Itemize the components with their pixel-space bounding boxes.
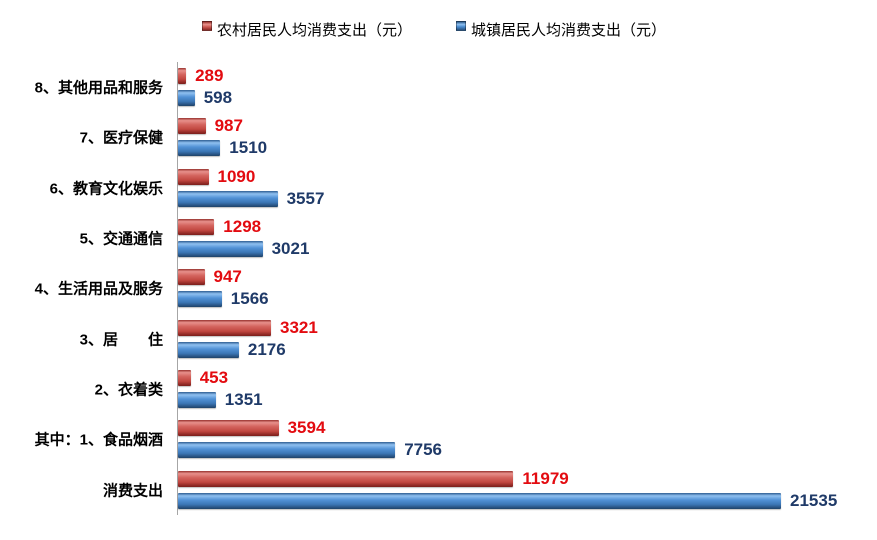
urban-bar (178, 341, 239, 358)
chart-row: 3、居 住 3321 2176 (0, 314, 877, 364)
rural-bar-line: 3594 (178, 418, 442, 438)
rural-bar (178, 118, 206, 135)
bar-group: 1090 3557 (178, 167, 324, 209)
urban-value-label: 1510 (229, 138, 268, 158)
rural-bar-line: 1090 (178, 167, 324, 187)
rural-bar-line: 987 (178, 116, 267, 136)
urban-value-label: 3557 (286, 188, 325, 208)
rural-bar (178, 68, 187, 85)
rural-value-label: 1090 (217, 166, 256, 186)
bar-group: 3321 2176 (178, 318, 318, 360)
category-axis-line (177, 62, 178, 515)
urban-bar-line: 598 (178, 88, 232, 108)
urban-value-label: 2176 (247, 339, 286, 359)
category-label: 4、生活用品及服务 (34, 280, 163, 298)
urban-value-label: 21535 (790, 490, 838, 510)
chart-row: 6、教育文化娱乐 1090 3557 (0, 163, 877, 213)
urban-value-label: 3021 (271, 239, 310, 259)
rural-bar-line: 3321 (178, 318, 318, 338)
urban-bar-line: 7756 (178, 440, 442, 460)
chart-row: 8、其他用品和服务 289 598 (0, 62, 877, 112)
legend-label-urban: 城镇居民人均消费支出（元） (471, 21, 667, 39)
chart-row: 2、衣着类 453 1351 (0, 364, 877, 414)
rural-value-label: 453 (199, 368, 229, 388)
urban-bar-line: 3021 (178, 239, 309, 259)
chart-row: 消费支出 11979 21535 (0, 465, 877, 515)
rural-bar (178, 219, 215, 236)
chart-row: 其中：1、食品烟酒 3594 7756 (0, 414, 877, 464)
category-label: 7、医疗保健 (79, 129, 163, 147)
chart-rows: 8、其他用品和服务 289 598 7、医疗保健 987 1510 6、教育文化娱乐 1090… (0, 62, 877, 515)
chart-row: 7、医疗保健 987 1510 (0, 112, 877, 162)
rural-value-label: 289 (195, 66, 224, 86)
urban-bar (178, 492, 781, 509)
urban-bar-line: 21535 (178, 491, 837, 511)
rural-value-label: 1298 (223, 217, 262, 237)
legend-item-rural: 农村居民人均消费支出（元） (202, 19, 412, 40)
bar-group: 289 598 (178, 66, 232, 108)
rural-bar-line: 453 (178, 368, 263, 388)
rural-bar (178, 370, 191, 387)
bar-group: 11979 21535 (178, 469, 837, 511)
urban-bar-line: 3557 (178, 189, 324, 209)
urban-bar (178, 291, 222, 308)
bar-group: 947 1566 (178, 267, 269, 309)
urban-bar (178, 392, 216, 409)
urban-bar (178, 241, 263, 258)
rural-value-label: 3594 (287, 418, 326, 438)
legend-item-urban: 城镇居民人均消费支出（元） (456, 19, 666, 40)
rural-bar-line: 289 (178, 66, 232, 86)
urban-bar (178, 190, 278, 207)
category-label: 其中：1、食品烟酒 (34, 431, 163, 449)
urban-bar-line: 1566 (178, 289, 269, 309)
rural-bar (178, 319, 271, 336)
rural-value-label: 3321 (280, 317, 318, 337)
rural-bar (178, 470, 514, 487)
category-label: 消费支出 (102, 482, 163, 500)
rural-bar (178, 420, 279, 437)
chart-row: 5、交通通信 1298 3021 (0, 213, 877, 263)
urban-bar-line: 1351 (178, 390, 263, 410)
category-label: 8、其他用品和服务 (34, 79, 163, 97)
category-label: 5、交通通信 (79, 230, 163, 248)
chart-legend: 农村居民人均消费支出（元） 城镇居民人均消费支出（元） (202, 18, 666, 40)
rural-bar (178, 168, 209, 185)
rural-value-label: 987 (214, 116, 243, 136)
urban-value-label: 1351 (224, 390, 263, 410)
urban-value-label: 7756 (404, 440, 443, 460)
urban-bar (178, 442, 396, 459)
rural-bar-line: 947 (178, 267, 269, 287)
rural-value-label: 947 (213, 267, 242, 287)
urban-bar-line: 2176 (178, 340, 318, 360)
urban-value-label: 598 (203, 88, 233, 108)
category-label: 3、居 住 (79, 331, 163, 349)
urban-value-label: 1566 (230, 289, 269, 309)
bar-group: 453 1351 (178, 368, 263, 410)
rural-bar-line: 1298 (178, 217, 309, 237)
rural-bar-line: 11979 (178, 469, 837, 489)
rural-swatch-icon (202, 21, 212, 31)
category-label: 6、教育文化娱乐 (49, 180, 163, 198)
chart-row: 4、生活用品及服务 947 1566 (0, 263, 877, 313)
plot-area: 8、其他用品和服务 289 598 7、医疗保健 987 1510 6、教育文化娱乐 1090… (0, 62, 877, 515)
legend-label-rural: 农村居民人均消费支出（元） (217, 21, 413, 39)
bar-group: 987 1510 (178, 116, 267, 158)
urban-swatch-icon (456, 21, 467, 31)
urban-bar (178, 90, 195, 107)
bar-group: 1298 3021 (178, 217, 309, 259)
rural-value-label: 11979 (522, 468, 569, 488)
urban-bar (178, 140, 221, 157)
rural-bar (178, 269, 205, 286)
urban-bar-line: 1510 (178, 138, 267, 158)
category-label: 2、衣着类 (94, 381, 163, 399)
bar-group: 3594 7756 (178, 418, 442, 460)
